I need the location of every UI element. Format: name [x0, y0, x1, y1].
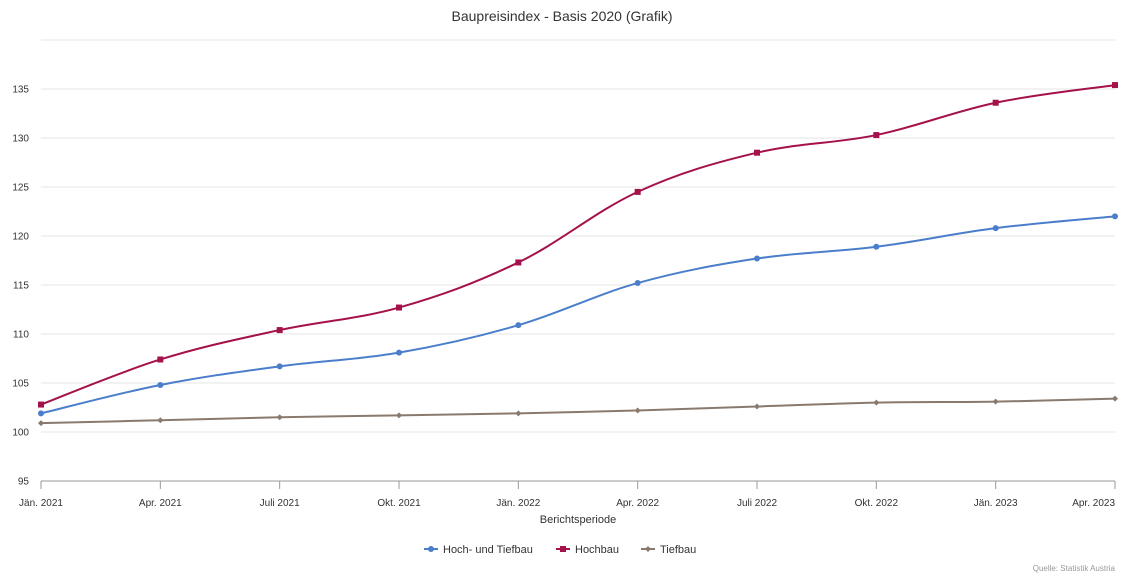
y-tick-label: 120 [12, 232, 29, 243]
data-point [634, 188, 641, 195]
x-tick-label: Jän. 2022 [496, 498, 540, 509]
data-point [515, 322, 522, 329]
data-point [38, 401, 44, 408]
y-tick-label: 95 [18, 477, 30, 488]
y-tick-label: 130 [12, 134, 29, 145]
data-point [396, 304, 402, 311]
series-line [40, 84, 1116, 406]
data-point [276, 414, 283, 421]
series-layer [38, 82, 1118, 427]
legend-item[interactable]: Hochbau [556, 544, 619, 556]
legend-label: Tiefbau [660, 544, 696, 556]
data-point [157, 356, 164, 363]
data-point [38, 410, 44, 417]
data-point [634, 407, 641, 414]
legend-item[interactable]: Tiefbau [641, 544, 696, 556]
data-point [1112, 213, 1118, 220]
y-tick-label: 115 [13, 281, 29, 292]
x-tick-label: Apr. 2023 [1072, 498, 1115, 509]
data-point [38, 420, 44, 427]
x-tick-label: Jän. 2023 [974, 498, 1018, 509]
data-point [157, 381, 164, 388]
data-point [754, 403, 760, 410]
legend-marker [645, 546, 651, 552]
data-point [157, 417, 164, 424]
data-point [515, 259, 522, 266]
y-tick-label: 110 [13, 330, 29, 341]
series-line [40, 215, 1116, 415]
x-tick-label: Okt. 2022 [855, 498, 899, 509]
legend-marker [560, 546, 566, 552]
data-point [754, 149, 760, 156]
data-point [873, 243, 880, 250]
y-axis-tick-labels: 95 100 105 110 115 120 125 130 135 [12, 85, 29, 488]
gridlines [41, 39, 1115, 433]
x-tick-label: Juli 2022 [737, 498, 777, 509]
legend-item[interactable]: Hoch- und Tiefbau [424, 544, 533, 556]
y-tick-label: 100 [12, 428, 29, 439]
data-point [992, 398, 999, 405]
data-point [754, 255, 760, 262]
legend: Hoch- und Tiefbau Hochbau Tiefbau [424, 544, 696, 556]
x-tick-label: Jän. 2021 [19, 498, 63, 509]
y-tick-label: 105 [12, 379, 29, 390]
x-tick-label: Juli 2021 [260, 498, 300, 509]
legend-label: Hochbau [575, 544, 619, 556]
data-point [992, 99, 999, 106]
series-3 [38, 395, 1118, 427]
x-axis-title: Berichtsperiode [540, 514, 616, 526]
data-point [873, 132, 880, 139]
data-point [396, 349, 402, 356]
legend-label: Hoch- und Tiefbau [443, 544, 533, 556]
series-line [40, 397, 1116, 425]
x-tick-label: Apr. 2021 [139, 498, 182, 509]
data-point [873, 399, 880, 406]
series-2 [38, 82, 1118, 408]
y-tick-label: 135 [12, 85, 29, 96]
data-point [634, 280, 641, 287]
source-note: Quelle: Statistik Austria [1033, 564, 1116, 573]
data-point [1112, 82, 1118, 89]
data-point [992, 225, 999, 232]
data-point [1112, 395, 1118, 402]
y-tick-label: 125 [12, 183, 29, 194]
legend-marker [428, 546, 434, 552]
x-tick-label: Apr. 2022 [616, 498, 659, 509]
data-point [276, 327, 283, 334]
x-axis-ticks: Jän. 2021 Apr. 2021 Juli 2021 Okt. 2021 Jän.… [19, 481, 1116, 509]
series-1 [38, 213, 1118, 417]
data-point [515, 410, 522, 417]
data-point [396, 412, 402, 419]
chart-title: Baupreisindex - Basis 2020 (Grafik) [452, 8, 673, 24]
data-point [276, 363, 283, 370]
x-tick-label: Okt. 2021 [377, 498, 421, 509]
